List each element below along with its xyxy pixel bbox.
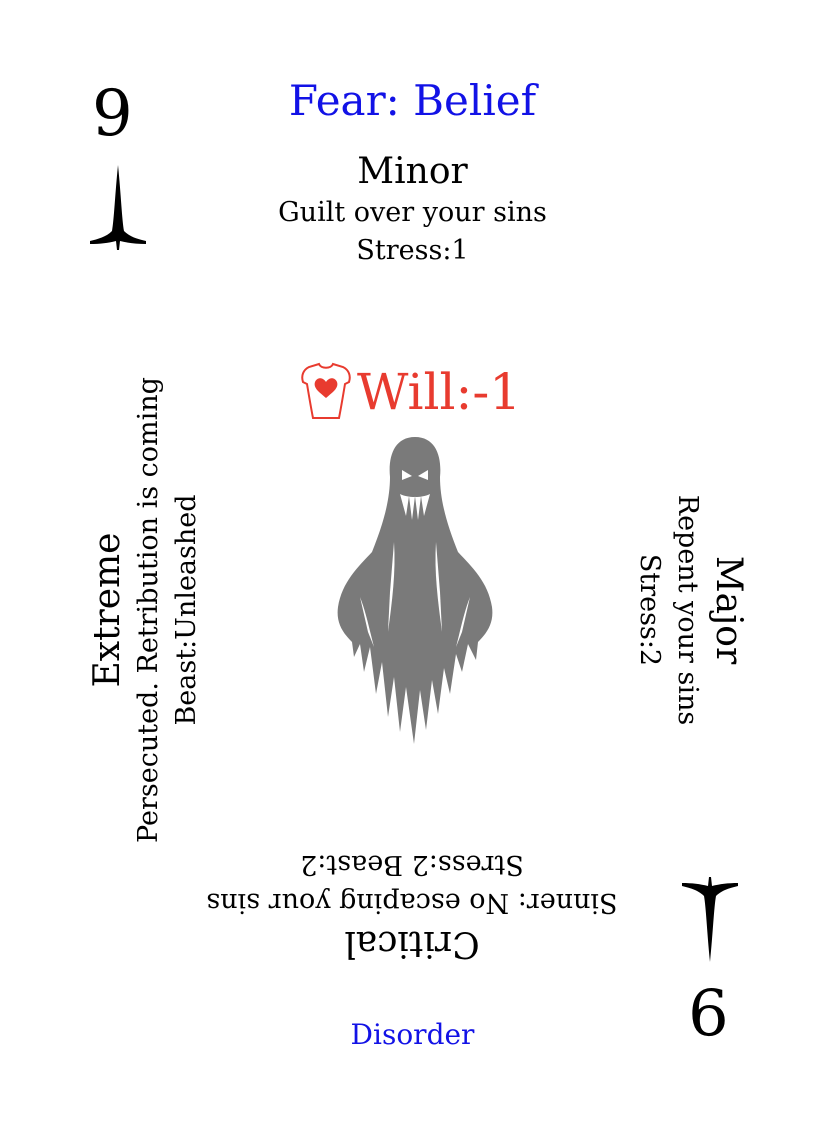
major-description: Repent your sins [672,494,703,726]
stat-will-text: Will:-1 [357,363,522,421]
stat-will: Will:-1 [295,360,555,430]
minor-title: Minor [357,151,468,192]
minor-effect: Stress:1 [356,235,469,266]
card-footer: Disorder [350,1018,475,1051]
major-block: Major Repent your sins Stress:2 [560,495,820,726]
critical-effect: Stress:2 Beast:2 [300,849,524,880]
ghost-icon [337,437,493,744]
critical-description: Sinner: No escaping your sins [206,887,618,918]
torso-heart-icon [301,362,351,419]
minor-block: Minor Guilt over your sins Stress:1 [0,150,825,270]
dagger-spade-icon [90,165,146,250]
rank-top-left: 9 [92,77,133,151]
extreme-block: Extreme Persecuted. Retribution is comin… [1,377,291,843]
extreme-effect: Beast:Unleashed [171,494,202,726]
extreme-description: Persecuted. Retribution is coming [133,377,164,843]
critical-title: Critical [344,923,480,964]
card-title: Fear: Belief [288,76,537,125]
dagger-spade-icon [682,877,738,962]
extreme-title: Extreme [87,532,128,688]
major-effect: Stress:2 [634,553,665,667]
major-title: Major [708,555,749,665]
critical-block: Critical Sinner: No escaping your sins S… [162,845,662,965]
minor-description: Guilt over your sins [278,197,547,228]
